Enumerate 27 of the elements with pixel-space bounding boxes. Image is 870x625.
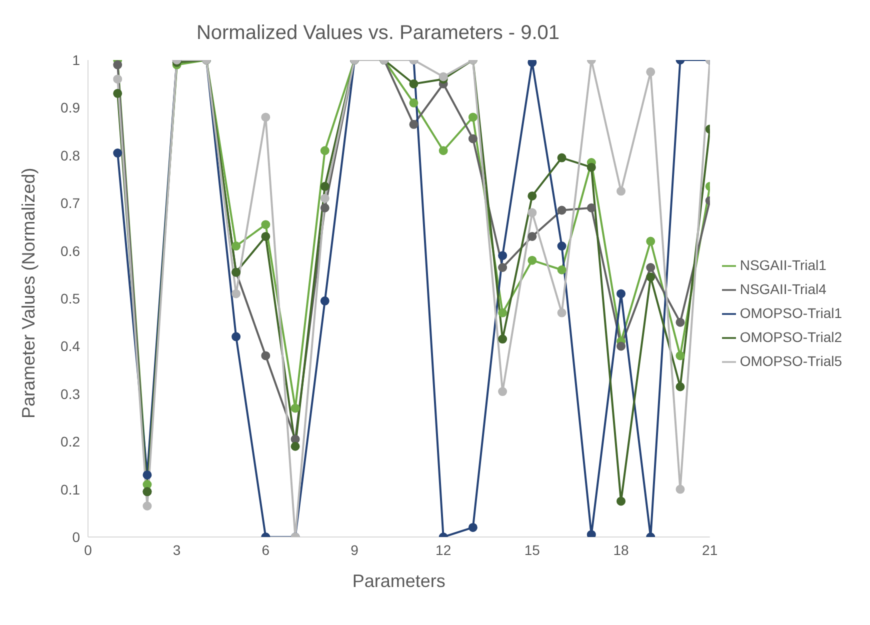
- y-tick-label: 0.7: [60, 195, 80, 212]
- y-tick-label: 0.6: [60, 242, 80, 259]
- y-axis-title: Parameter Values (Normalized): [18, 168, 38, 418]
- y-tick-label: 0.4: [60, 338, 80, 354]
- legend-label: OMOPSO-Trial2: [740, 328, 842, 344]
- legend-label: OMOPSO-Trial5: [740, 352, 842, 368]
- x-tick-label: 3: [172, 542, 181, 558]
- y-tick-label: 0.2: [60, 434, 80, 450]
- legend-label: OMOPSO-Trial1: [740, 304, 842, 320]
- legend-label: NSGAII-Trial1: [740, 256, 826, 272]
- legend-label: NSGAII-Trial4: [740, 280, 826, 296]
- y-tick-label: 0.3: [60, 386, 80, 402]
- x-tick-label: 9: [350, 542, 359, 558]
- x-tick-label: 6: [262, 542, 270, 558]
- y-tick-label: 0.8: [60, 147, 80, 164]
- chart-title: Normalized Values vs. Parameters - 9.01: [195, 22, 561, 45]
- x-tick-label: 0: [84, 542, 92, 558]
- y-tick-label: 0.5: [60, 290, 80, 306]
- x-tick-label: 21: [702, 542, 718, 558]
- y-tick-label: 0.1: [60, 481, 80, 498]
- x-axis-title: Parameters: [352, 571, 446, 591]
- x-tick-label: 18: [613, 542, 630, 558]
- x-tick-label: 12: [436, 542, 452, 558]
- y-tick-label: 0.9: [60, 100, 80, 116]
- y-tick-label: 1: [72, 52, 80, 68]
- x-tick-label: 15: [524, 542, 540, 558]
- y-tick-label: 0: [72, 528, 80, 545]
